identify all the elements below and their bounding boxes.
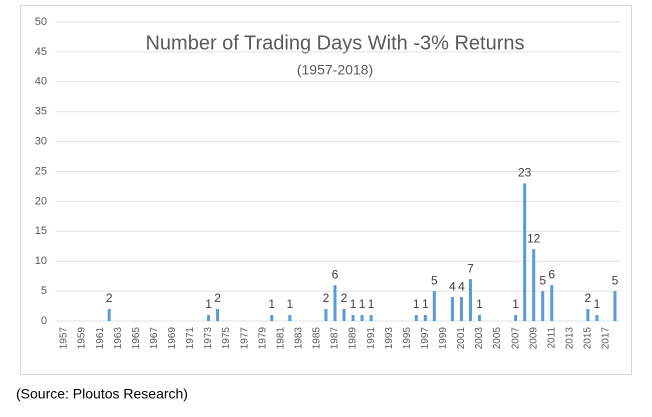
x-tick-label: 1977	[239, 327, 250, 350]
value-label: 1	[286, 297, 293, 311]
bar	[532, 249, 536, 321]
bar	[324, 309, 328, 321]
value-label: 6	[548, 267, 555, 281]
y-tick-label: 50	[35, 16, 47, 28]
x-tick-label: 1989	[348, 327, 359, 350]
value-label: 2	[106, 291, 113, 305]
value-label: 2	[341, 291, 348, 305]
value-label: 1	[476, 297, 483, 311]
value-label: 4	[449, 279, 456, 293]
value-label: 1	[359, 297, 366, 311]
bar	[270, 315, 274, 321]
bar	[342, 309, 346, 321]
value-label: 5	[539, 273, 546, 287]
x-tick-label: 1971	[185, 327, 196, 350]
bar	[369, 315, 373, 321]
y-tick-label: 35	[35, 106, 47, 118]
x-tick-label: 2017	[601, 327, 612, 350]
chart-subtitle: (1957-2018)	[297, 62, 373, 78]
x-tick-label: 1997	[420, 327, 431, 350]
value-label: 1	[422, 297, 429, 311]
value-label: 1	[205, 297, 212, 311]
x-tick-label: 1959	[77, 327, 88, 350]
y-tick-label: 0	[41, 315, 47, 327]
x-tick-label: 1995	[402, 327, 413, 350]
bar	[432, 291, 436, 321]
x-tick-label: 1967	[149, 327, 160, 350]
x-tick-label: 2013	[564, 327, 575, 350]
x-tick-label: 2007	[510, 327, 521, 350]
x-tick-label: 1961	[95, 327, 106, 350]
x-tick-label: 2011	[546, 327, 557, 349]
x-tick-label: 2009	[528, 327, 539, 350]
y-tick-label: 40	[35, 76, 47, 88]
bar	[414, 315, 418, 321]
value-label: 1	[512, 297, 519, 311]
y-tick-label: 20	[35, 195, 47, 207]
bar	[613, 291, 617, 321]
y-tick-label: 15	[35, 225, 47, 237]
bar	[541, 291, 545, 321]
y-tick-label: 30	[35, 136, 47, 148]
x-tick-label: 1987	[330, 327, 341, 350]
value-label: 1	[350, 297, 357, 311]
x-tick-label: 1973	[203, 327, 214, 350]
value-label: 6	[332, 267, 339, 281]
source-note: (Source: Ploutos Research)	[16, 386, 188, 402]
x-tick-label: 1985	[312, 327, 323, 350]
value-label: 1	[268, 297, 275, 311]
value-label: 1	[594, 297, 601, 311]
bar	[360, 315, 364, 321]
bar	[586, 309, 590, 321]
x-tick-label: 1965	[131, 327, 142, 350]
x-tick-label: 1979	[257, 327, 268, 350]
bar	[523, 183, 527, 321]
x-tick-label: 2015	[583, 327, 594, 350]
x-tick-label: 1999	[438, 327, 449, 350]
x-tick-label: 1957	[59, 327, 70, 350]
x-tick-label: 1963	[113, 327, 124, 350]
bar	[216, 309, 220, 321]
value-label: 5	[431, 273, 438, 287]
value-label: 12	[527, 231, 541, 245]
value-label: 4	[458, 279, 465, 293]
x-tick-label: 1981	[275, 327, 286, 350]
x-tick-label: 2001	[456, 327, 467, 350]
value-label: 7	[467, 261, 474, 275]
y-tick-label: 10	[35, 255, 47, 267]
y-tick-label: 5	[41, 285, 47, 297]
chart-title: Number of Trading Days With -3% Returns	[145, 32, 524, 54]
x-tick-label: 1991	[366, 327, 377, 350]
bar	[459, 297, 463, 321]
value-label: 1	[368, 297, 375, 311]
x-tick-label: 1993	[384, 327, 395, 350]
bar	[333, 285, 337, 321]
bar	[207, 315, 211, 321]
x-tick-label: 1983	[293, 327, 304, 350]
bar	[107, 309, 111, 321]
value-label: 1	[413, 297, 420, 311]
bar	[450, 297, 454, 321]
bar	[595, 315, 599, 321]
bar	[288, 315, 292, 321]
bar	[514, 315, 518, 321]
bar	[423, 315, 427, 321]
bar	[351, 315, 355, 321]
y-tick-label: 45	[35, 46, 47, 58]
bar	[550, 285, 554, 321]
x-tick-label: 1975	[221, 327, 232, 350]
value-label: 23	[518, 166, 532, 180]
value-label: 2	[323, 291, 330, 305]
bar	[478, 315, 481, 321]
value-label: 2	[585, 291, 592, 305]
bar	[468, 279, 472, 321]
x-tick-label: 1969	[167, 327, 178, 350]
value-label: 5	[612, 273, 619, 287]
x-tick-label: 2003	[474, 327, 485, 350]
value-label: 2	[214, 291, 221, 305]
y-tick-label: 25	[35, 165, 47, 177]
x-tick-label: 2005	[492, 327, 503, 350]
